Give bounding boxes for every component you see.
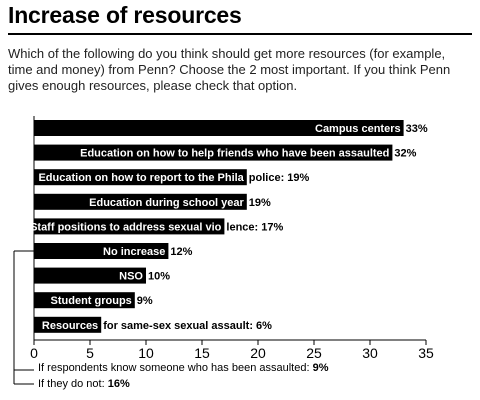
x-tick-label: 35	[418, 345, 434, 361]
x-tick-label: 0	[30, 345, 38, 361]
bar-value-label: 12%	[170, 246, 192, 258]
bar-value-label: for same-sex sexual assault: 6%	[103, 320, 272, 332]
x-tick-label: 20	[250, 345, 266, 361]
bar-inside-label: Education on how to help friends who hav…	[80, 148, 389, 160]
bar	[34, 120, 404, 136]
bar	[34, 267, 146, 284]
title-rule	[8, 33, 472, 35]
bar-inside-label: Education during school year	[89, 197, 244, 209]
bar-value-label: police: 19%	[249, 172, 310, 184]
x-tick-label: 10	[138, 345, 154, 361]
bar-value-label: 19%	[249, 197, 271, 209]
bar	[34, 243, 169, 259]
bar	[34, 193, 247, 210]
x-tick-label: 25	[306, 345, 322, 361]
bar-value-label: 32%	[394, 148, 416, 160]
bar-value-label: 9%	[137, 295, 153, 307]
bar	[34, 316, 102, 333]
survey-question: Which of the following do you think shou…	[8, 46, 451, 93]
bar-inside-label: Student groups	[51, 295, 132, 307]
bar-inside-label: Staff positions to address sexual vio	[30, 221, 222, 233]
bar	[34, 169, 247, 186]
bar	[34, 144, 393, 161]
bar-inside-label: Campus centers	[315, 123, 401, 135]
bar-inside-label: No increase	[103, 246, 165, 258]
bar-value-label: lence: 17%	[226, 221, 283, 233]
bar-value-label: 10%	[148, 271, 170, 283]
bar-value-label: 33%	[406, 123, 428, 135]
chart-title: Increase of resources	[8, 2, 242, 28]
bar	[34, 292, 135, 309]
bar-inside-label: Resources	[42, 320, 98, 332]
x-tick-label: 5	[86, 345, 94, 361]
annotation-text: If respondents know someone who has been…	[38, 362, 329, 374]
bar	[34, 218, 225, 235]
annotation-text: If they do not: 16%	[38, 378, 130, 390]
x-tick-label: 15	[194, 345, 210, 361]
x-tick-label: 30	[362, 345, 378, 361]
bar-inside-label: NSO	[119, 271, 143, 283]
bar-inside-label: Education on how to report to the Phila	[38, 172, 244, 184]
